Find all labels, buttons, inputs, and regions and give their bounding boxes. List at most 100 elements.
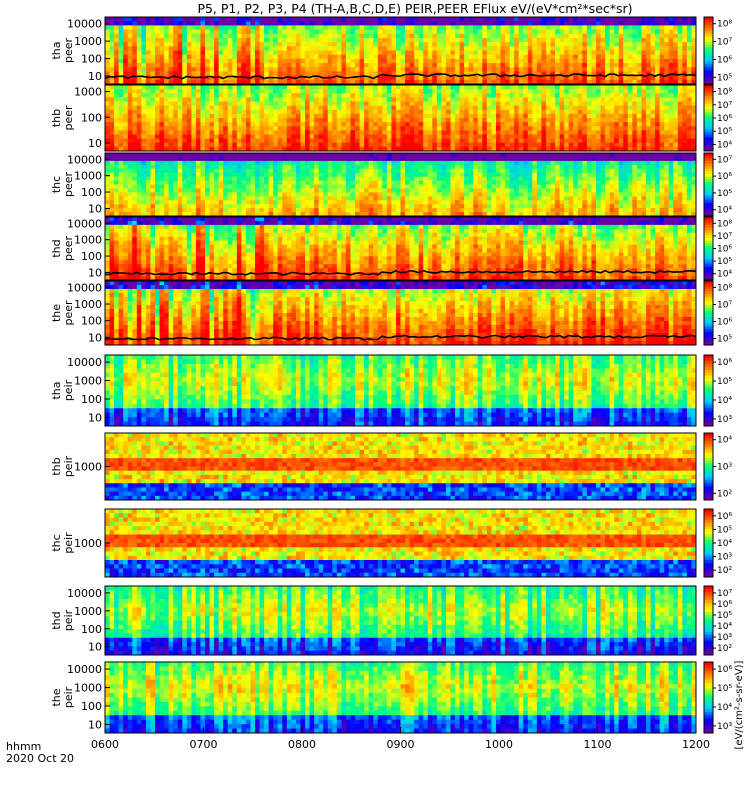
spectrogram-cell — [105, 181, 110, 185]
spectrogram-cell — [232, 93, 237, 98]
spectrogram-cell — [469, 59, 474, 64]
spectrogram-cell — [328, 130, 333, 135]
spectrogram-cell — [291, 177, 296, 181]
spectrogram-cell — [123, 135, 128, 140]
spectrogram-cell — [137, 165, 142, 169]
spectrogram-cell — [623, 110, 628, 115]
spectrogram-cell — [619, 139, 624, 144]
spectrogram-cell — [246, 42, 251, 47]
spectrogram-cell — [369, 67, 374, 72]
spectrogram-cell — [164, 25, 169, 30]
spectrogram-cell — [532, 34, 537, 39]
spectrogram-cell — [228, 185, 233, 189]
spectrogram-cell — [564, 126, 569, 131]
spectrogram-cell — [619, 126, 624, 131]
spectrogram-cell — [514, 106, 519, 111]
spectrogram-cell — [150, 185, 155, 189]
spectrogram-cell — [300, 71, 305, 76]
spectrogram-cell — [237, 67, 242, 72]
spectrogram-cell — [482, 110, 487, 115]
spectrogram-cell — [491, 38, 496, 43]
spectrogram-cell — [132, 135, 137, 140]
spectrogram-cell — [132, 85, 137, 90]
spectrogram-cell — [210, 169, 215, 173]
spectrogram-cell — [651, 135, 656, 140]
spectrogram-cell — [687, 59, 692, 64]
spectrogram-cell — [660, 63, 665, 68]
spectrogram-cell — [505, 135, 510, 140]
spectrogram-cell — [296, 106, 301, 111]
spectrogram-cell — [373, 139, 378, 144]
spectrogram-cell — [641, 93, 646, 98]
spectrogram-cell — [491, 76, 496, 81]
spectrogram-cell — [264, 42, 269, 47]
spectrogram-cell — [300, 196, 305, 200]
spectrogram-cell — [519, 63, 524, 68]
spectrogram-cell — [387, 21, 392, 26]
spectrogram-cell — [423, 114, 428, 119]
spectrogram-cell — [678, 85, 683, 90]
spectrogram-cell — [305, 67, 310, 72]
spectrogram-cell — [587, 34, 592, 39]
spectrogram-cell — [278, 135, 283, 140]
colorbar-tick-label: 10⁶ — [717, 114, 732, 124]
spectrogram-cell — [350, 106, 355, 111]
spectrogram-cell — [182, 97, 187, 102]
spectrogram-cell — [287, 17, 292, 22]
spectrogram-cell — [114, 85, 119, 90]
spectrogram-cell — [296, 200, 301, 204]
spectrogram-cell — [341, 126, 346, 131]
spectrogram-cell — [582, 25, 587, 30]
spectrogram-cell — [651, 139, 656, 144]
spectrogram-cell — [287, 122, 292, 127]
spectrogram-cell — [237, 177, 242, 181]
spectrogram-cell — [269, 135, 274, 140]
spectrogram-cell — [264, 38, 269, 43]
spectrogram-cell — [569, 106, 574, 111]
spectrogram-cell — [637, 67, 642, 72]
spectrogram-cell — [214, 55, 219, 60]
spectrogram-cell — [469, 51, 474, 56]
spectrogram-cell — [182, 63, 187, 68]
spectrogram-cell — [205, 59, 210, 64]
spectrogram-cell — [337, 71, 342, 76]
spectrogram-cell — [405, 97, 410, 102]
spectrogram-cell — [278, 157, 283, 161]
spectrogram-cell — [296, 118, 301, 123]
spectrogram-cell — [155, 34, 160, 39]
spectrogram-cell — [432, 34, 437, 39]
spectrogram-cell — [396, 118, 401, 123]
spectrogram-cell — [128, 17, 133, 22]
spectrogram-cell — [105, 97, 110, 102]
spectrogram-cell — [132, 21, 137, 26]
spectrogram-cell — [314, 51, 319, 56]
spectrogram-cell — [137, 204, 142, 208]
spectrogram-cell — [150, 51, 155, 56]
spectrogram-cell — [146, 71, 151, 76]
spectrogram-cell — [132, 122, 137, 127]
spectrogram-cell — [405, 30, 410, 35]
spectrogram-cell — [514, 110, 519, 115]
spectrogram-cell — [310, 130, 315, 135]
spectrogram-cell — [360, 89, 365, 94]
spectrogram-cell — [623, 42, 628, 47]
spectrogram-cell — [182, 67, 187, 72]
spectrogram-cell — [428, 143, 433, 148]
spectrogram-cell — [414, 122, 419, 127]
spectrogram-cell — [205, 157, 210, 161]
spectrogram-cell — [146, 42, 151, 47]
spectrogram-cell — [132, 55, 137, 60]
spectrogram-cell — [455, 114, 460, 119]
spectrogram-cell — [528, 25, 533, 30]
spectrogram-cell — [682, 114, 687, 119]
spectrogram-cell — [282, 30, 287, 35]
spectrogram-cell — [119, 130, 124, 135]
spectrogram-cell — [646, 130, 651, 135]
spectrogram-cell — [551, 122, 556, 127]
spectrogram-cell — [346, 130, 351, 135]
spectrogram-cell — [591, 59, 596, 64]
spectrogram-cell — [378, 143, 383, 148]
spectrogram-cell — [641, 59, 646, 64]
spectrogram-cell — [146, 67, 151, 72]
spectrogram-cell — [160, 97, 165, 102]
